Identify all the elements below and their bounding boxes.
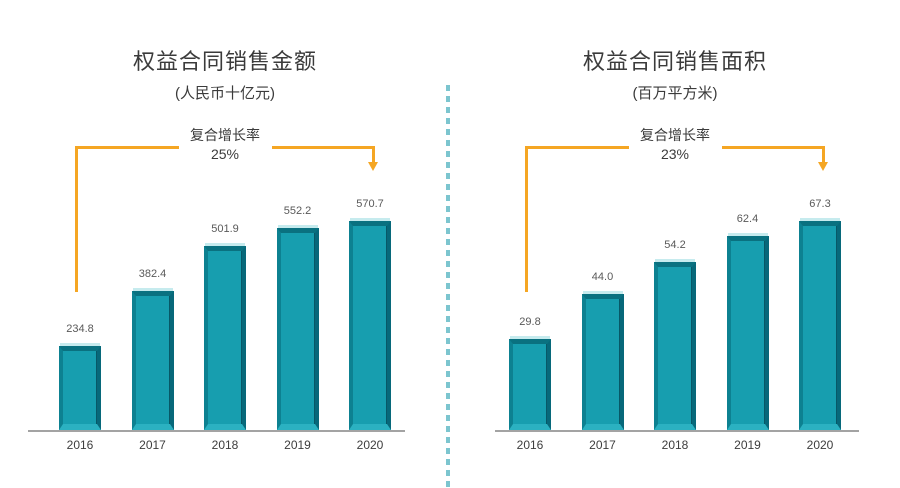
x-tick-label: 2016 bbox=[66, 438, 94, 452]
bar-face bbox=[131, 291, 174, 430]
chart-contract-sales-amount: 权益合同销售金额 (人民币十亿元) 复合增长率 25% 234.8 2016 382… bbox=[0, 49, 450, 452]
chart-title: 权益合同销售金额 bbox=[132, 49, 317, 74]
x-tick-label: 2016 bbox=[516, 438, 544, 452]
chart-subtitle: (人民币十亿元) bbox=[175, 85, 275, 102]
arrow-line bbox=[822, 146, 825, 163]
bar-highlight bbox=[727, 233, 768, 236]
bar bbox=[581, 291, 624, 430]
cagr-label: 复合增长率 bbox=[190, 127, 260, 143]
bar-highlight bbox=[582, 291, 623, 294]
bar-value-label: 54.2 bbox=[664, 239, 686, 251]
bar bbox=[509, 336, 551, 430]
bar-face bbox=[581, 294, 624, 430]
bar bbox=[131, 288, 174, 430]
bar-value-label: 382.4 bbox=[138, 268, 167, 280]
bar-value-label: 62.4 bbox=[736, 213, 759, 225]
x-tick-label: 2017 bbox=[589, 438, 616, 452]
bar-highlight bbox=[655, 259, 695, 262]
arrow-head-icon bbox=[368, 162, 378, 171]
arrow-line bbox=[525, 146, 629, 149]
cagr-annotation: 复合增长率 25% bbox=[0, 126, 450, 164]
bar-face bbox=[799, 221, 841, 430]
cagr-annotation: 复合增长率 23% bbox=[450, 126, 900, 164]
bar-value-label: 552.2 bbox=[283, 205, 312, 217]
chart-subtitle: (百万平方米) bbox=[632, 85, 718, 102]
arrow-line bbox=[75, 146, 78, 292]
bar-highlight bbox=[510, 336, 550, 339]
bar-value-label: 44.0 bbox=[591, 271, 614, 283]
bar-highlight bbox=[60, 343, 100, 346]
bar bbox=[726, 233, 769, 430]
cagr-label: 复合增长率 bbox=[640, 127, 710, 143]
bar bbox=[276, 225, 319, 430]
arrow-head-icon bbox=[818, 162, 828, 171]
bar-value-label: 570.7 bbox=[356, 198, 384, 210]
x-tick-label: 2017 bbox=[139, 438, 166, 452]
arrow-line bbox=[75, 146, 179, 149]
x-axis-line bbox=[28, 430, 405, 432]
bar-value-label: 29.8 bbox=[519, 316, 541, 328]
bar-value-label: 67.3 bbox=[809, 198, 831, 210]
bar-highlight bbox=[350, 218, 390, 221]
bar-value-label: 501.9 bbox=[211, 223, 239, 235]
bar bbox=[654, 259, 696, 430]
x-axis-line bbox=[495, 430, 859, 432]
bar-face bbox=[349, 221, 391, 430]
cagr-value: 23% bbox=[660, 146, 690, 162]
arrow-line bbox=[525, 146, 528, 292]
bar-face bbox=[654, 262, 696, 430]
bar-highlight bbox=[800, 218, 840, 221]
bar bbox=[799, 218, 841, 430]
bar-face bbox=[204, 246, 246, 430]
chart-contract-sales-area: 权益合同销售面积 (百万平方米) 复合增长率 23% 29.8 2016 44.0 2… bbox=[450, 0, 900, 488]
bar-face bbox=[509, 339, 551, 430]
divider-dashed-line bbox=[446, 85, 450, 488]
bar-face bbox=[276, 228, 319, 430]
bar-highlight bbox=[277, 225, 318, 228]
x-tick-label: 2018 bbox=[661, 438, 689, 452]
bar-highlight bbox=[205, 243, 245, 246]
arrow-line bbox=[722, 146, 825, 149]
cagr-value: 25% bbox=[210, 146, 240, 162]
x-tick-label: 2018 bbox=[211, 438, 239, 452]
bar-face bbox=[726, 236, 769, 430]
chart-title: 权益合同销售面积 bbox=[582, 49, 767, 74]
arrow-line bbox=[272, 146, 375, 149]
bar-face bbox=[59, 346, 101, 430]
bar bbox=[349, 218, 391, 430]
bar bbox=[59, 343, 101, 430]
bar-value-label: 234.8 bbox=[66, 323, 94, 335]
x-tick-label: 2020 bbox=[806, 438, 834, 452]
bar bbox=[204, 243, 246, 430]
arrow-line bbox=[372, 146, 375, 163]
x-tick-label: 2020 bbox=[356, 438, 384, 452]
x-tick-label: 2019 bbox=[284, 438, 311, 452]
x-tick-label: 2019 bbox=[734, 438, 761, 452]
bar-highlight bbox=[132, 288, 173, 291]
